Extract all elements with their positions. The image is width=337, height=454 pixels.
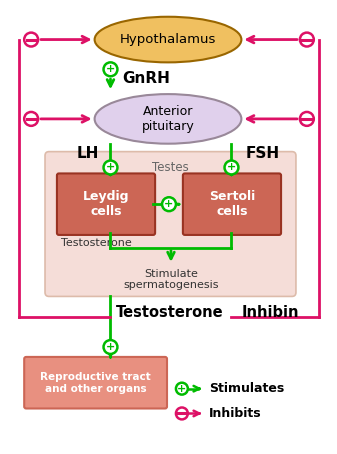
Text: Hypothalamus: Hypothalamus <box>120 33 216 46</box>
Text: Testosterone: Testosterone <box>116 305 223 320</box>
Text: Leydig
cells: Leydig cells <box>83 190 129 218</box>
Circle shape <box>162 197 176 211</box>
Circle shape <box>176 408 188 419</box>
Text: Anterior
pituitary: Anterior pituitary <box>142 105 194 133</box>
Text: +: + <box>227 163 236 173</box>
Text: +: + <box>164 199 174 209</box>
Text: Testosterone: Testosterone <box>61 238 132 248</box>
Circle shape <box>103 161 117 174</box>
Text: Inhibin: Inhibin <box>241 305 299 320</box>
Text: +: + <box>106 342 115 352</box>
Text: +: + <box>177 384 186 394</box>
Circle shape <box>24 112 38 126</box>
Circle shape <box>300 33 314 46</box>
FancyBboxPatch shape <box>57 173 155 235</box>
Circle shape <box>103 62 117 76</box>
Circle shape <box>224 161 238 174</box>
Text: Stimulates: Stimulates <box>209 382 284 395</box>
Text: FSH: FSH <box>245 146 279 161</box>
Ellipse shape <box>95 17 241 62</box>
Text: LH: LH <box>76 146 99 161</box>
FancyBboxPatch shape <box>24 357 167 409</box>
FancyBboxPatch shape <box>183 173 281 235</box>
Text: Stimulate
spermatogenesis: Stimulate spermatogenesis <box>123 269 219 290</box>
Circle shape <box>24 33 38 46</box>
Text: GnRH: GnRH <box>122 71 170 86</box>
Text: Inhibits: Inhibits <box>209 407 261 420</box>
FancyBboxPatch shape <box>45 152 296 296</box>
Text: Reproductive tract
and other organs: Reproductive tract and other organs <box>40 372 151 394</box>
Text: +: + <box>106 64 115 74</box>
Text: Testes: Testes <box>152 161 189 174</box>
Circle shape <box>103 340 117 354</box>
Circle shape <box>176 383 188 395</box>
Text: +: + <box>106 163 115 173</box>
Text: Sertoli
cells: Sertoli cells <box>209 190 255 218</box>
Ellipse shape <box>95 94 241 144</box>
Circle shape <box>300 112 314 126</box>
